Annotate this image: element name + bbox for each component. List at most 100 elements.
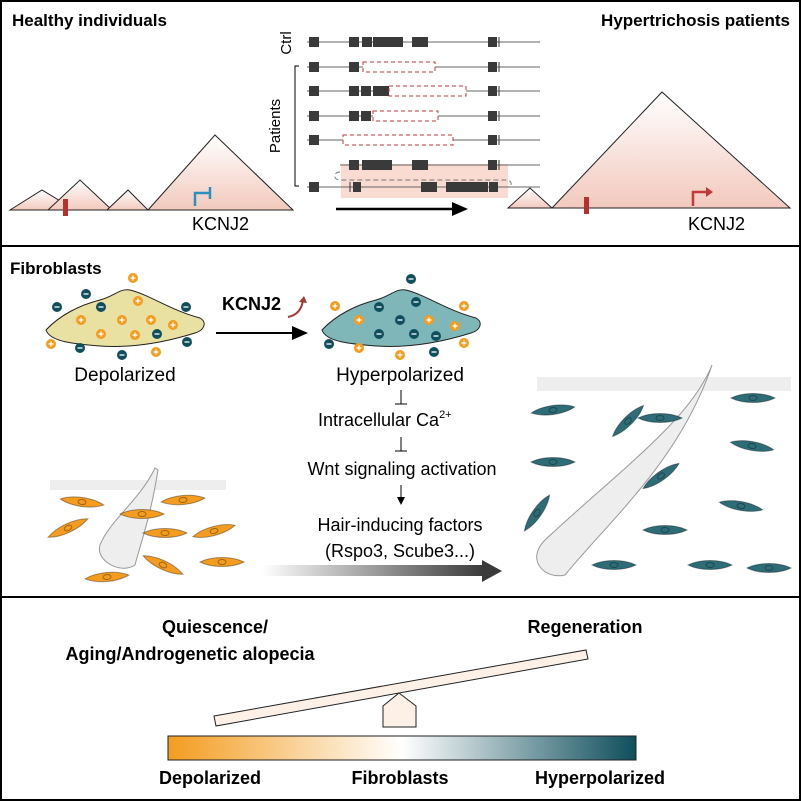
- negative-ion-icon: [406, 274, 416, 284]
- exon: [349, 86, 359, 96]
- fibroblast-cell: [686, 560, 734, 570]
- quiescence-label-2: Aging/Androgenetic alopecia: [65, 644, 315, 664]
- negative-ion-icon: [374, 329, 384, 339]
- cell-body: [729, 393, 777, 403]
- wnt-label: Wnt signaling activation: [307, 459, 496, 479]
- exon: [488, 135, 497, 145]
- epidermis: [50, 480, 226, 490]
- cell-body: [611, 404, 645, 438]
- bottom-panel: Quiescence/ Aging/Androgenetic alopecia …: [65, 617, 665, 788]
- exon: [488, 160, 497, 170]
- cell-body: [142, 555, 184, 575]
- hair-follicle: [536, 364, 713, 577]
- exon: [309, 37, 319, 47]
- progression-arrow: [262, 565, 484, 576]
- cell-body: [191, 524, 237, 538]
- gene-label-left: KCNJ2: [192, 214, 249, 234]
- negative-ion-icon: [324, 339, 334, 349]
- fibroblast-cell: [47, 518, 89, 538]
- exon: [488, 86, 497, 96]
- fibroblast-cell: [611, 404, 645, 438]
- fibroblast-cell: [530, 404, 576, 416]
- tad-triangle: [105, 189, 150, 211]
- cell-body: [83, 571, 131, 583]
- exon: [412, 160, 428, 170]
- positive-ion-icon: [330, 301, 340, 311]
- negative-ion-icon: [52, 302, 62, 312]
- positive-ion-icon: [168, 320, 178, 330]
- cell-body: [47, 518, 89, 538]
- tad-triangle: [506, 187, 554, 209]
- positive-ion-icon: [395, 350, 405, 360]
- cell-body: [530, 404, 576, 416]
- deleted-region: [342, 134, 454, 146]
- exon: [349, 111, 359, 121]
- calcium-label: Intracellular Ca2+: [318, 409, 452, 430]
- upregulation-arrow-icon: [287, 299, 304, 318]
- negative-ion-icon: [374, 302, 384, 312]
- epidermis: [537, 377, 791, 391]
- cell-body: [198, 557, 246, 567]
- negative-ion-icon: [152, 329, 162, 339]
- fibroblast-cell: [59, 496, 105, 508]
- positive-ion-icon: [133, 296, 143, 306]
- exon: [362, 160, 392, 170]
- nucleus: [217, 559, 227, 565]
- positive-ion-icon: [146, 315, 156, 325]
- negative-ion-icon: [181, 302, 191, 312]
- patients-label: Patients: [267, 99, 284, 153]
- arrowhead: [706, 187, 713, 197]
- nucleus: [209, 527, 219, 535]
- factors-label-1: Hair-inducing factors: [317, 515, 482, 535]
- positive-ion-icon: [76, 315, 86, 325]
- exon: [488, 37, 497, 47]
- inhibition-icon: [395, 390, 407, 405]
- nucleus: [705, 562, 715, 568]
- nucleus: [624, 417, 632, 425]
- deleted-region: [372, 110, 439, 122]
- fibroblast-cell: [641, 525, 689, 535]
- nucleus: [77, 498, 87, 506]
- negative-ion-icon: [409, 329, 419, 339]
- nucleus: [736, 502, 746, 510]
- negative-ion-icon: [182, 337, 192, 347]
- fibroblast-cell: [636, 413, 684, 423]
- cell-body: [686, 560, 734, 570]
- nucleus: [63, 524, 73, 532]
- nucleus: [655, 415, 665, 421]
- negative-ion-icon: [431, 331, 441, 341]
- arrowhead: [299, 296, 307, 303]
- nucleus: [548, 406, 558, 414]
- positive-ion-icon: [450, 321, 460, 331]
- positive-ion-icon: [46, 339, 56, 349]
- hyperpolarized-label: Hyperpolarized: [336, 365, 464, 386]
- cell-body: [118, 509, 166, 519]
- patient-tads: [506, 91, 792, 209]
- depolarized-label: Depolarized: [74, 365, 175, 386]
- gene-label-right: KCNJ2: [688, 214, 745, 234]
- positive-ion-icon: [117, 315, 127, 325]
- fibroblast-cell: [83, 571, 131, 583]
- cell-body: [529, 457, 577, 467]
- polarization-scale: [167, 735, 637, 761]
- inhibition-icon: [395, 437, 407, 452]
- middle-panel: Fibroblasts KCNJ2 Depolarized Hyperpolar…: [10, 259, 793, 583]
- arrowhead: [292, 326, 308, 340]
- fibroblast-cell: [529, 457, 577, 467]
- kcnj2-label: KCNJ2: [222, 294, 281, 314]
- nucleus: [656, 472, 666, 480]
- enhancer-marker: [63, 199, 68, 216]
- healthy-title: Healthy individuals: [12, 11, 167, 30]
- active-promoter-arrow-icon: [691, 190, 708, 206]
- fibroblast-cell: [729, 440, 775, 452]
- cell-body: [523, 494, 551, 532]
- fibroblast-cell: [191, 524, 237, 538]
- arrowhead: [452, 202, 468, 216]
- fibroblasts-title: Fibroblasts: [10, 259, 102, 278]
- exon: [488, 111, 497, 121]
- arrowhead: [397, 497, 405, 505]
- ctrl-label: Ctrl: [278, 31, 295, 54]
- cell-body: [636, 413, 684, 423]
- seesaw-fulcrum: [382, 692, 417, 728]
